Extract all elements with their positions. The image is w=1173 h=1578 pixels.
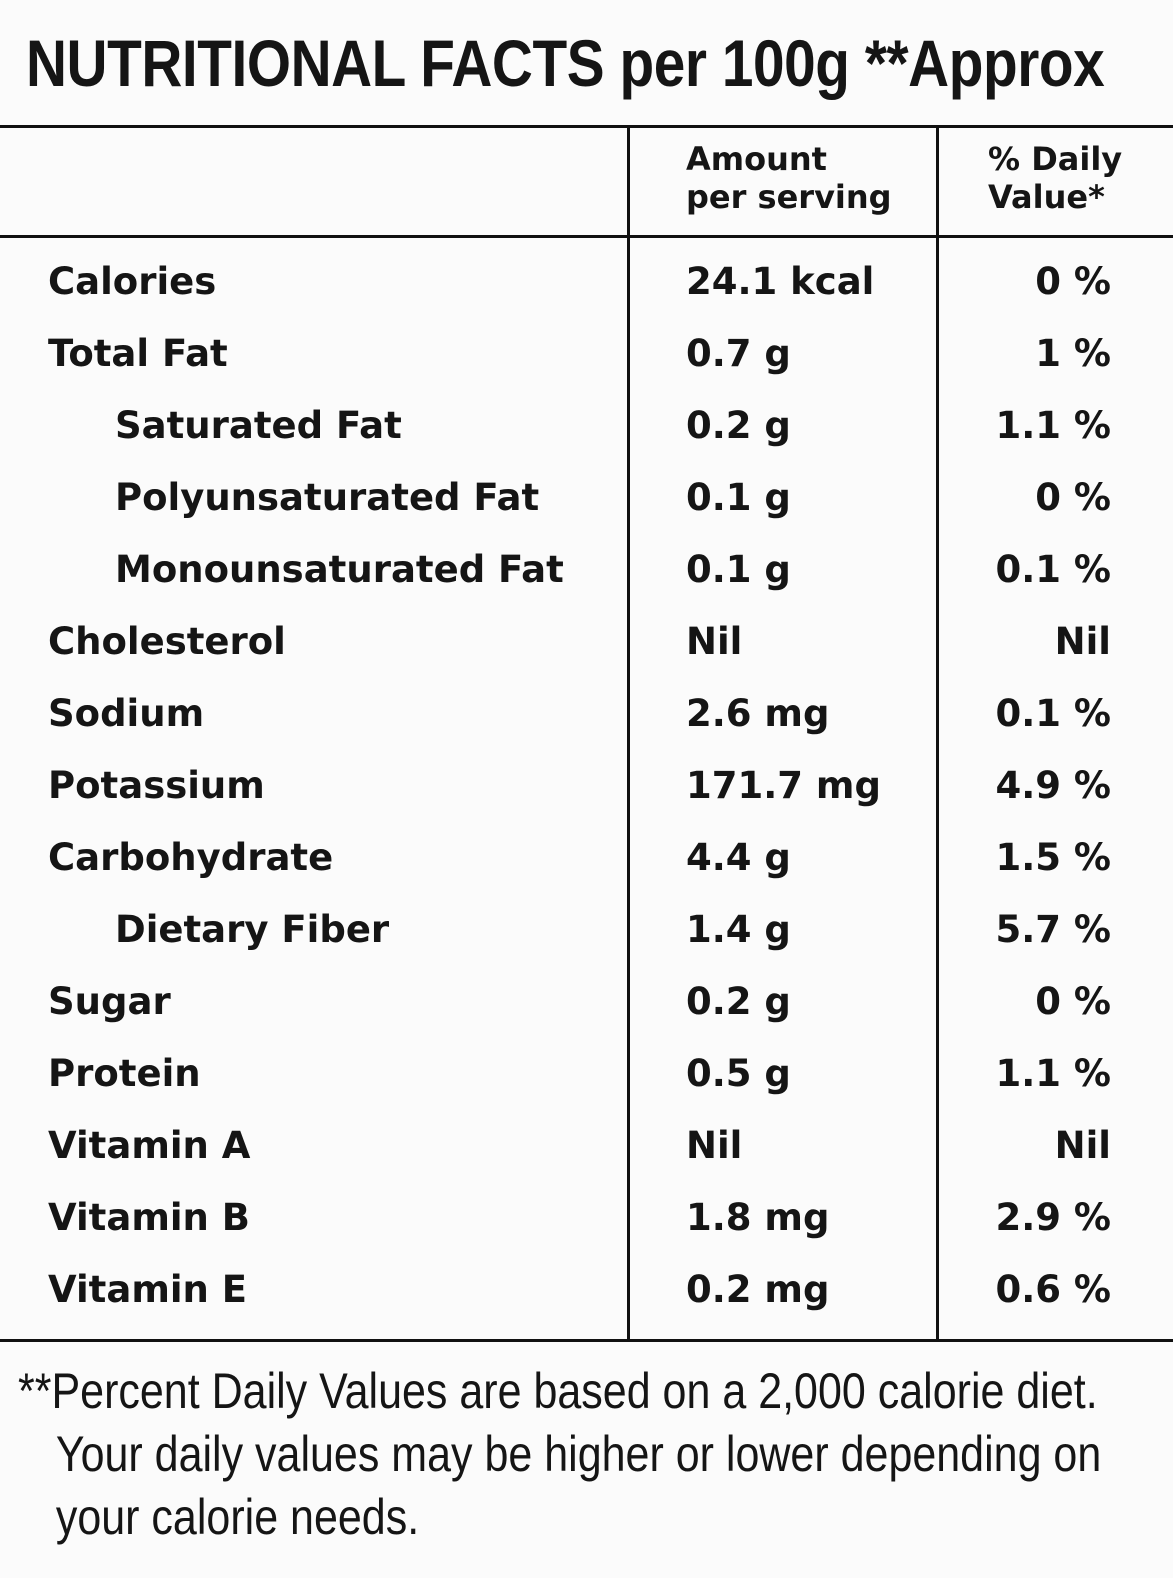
nutrient-name: Calories bbox=[48, 260, 217, 303]
nutrient-daily-value: 0 % bbox=[1035, 260, 1111, 303]
dv-header-line1: % Daily bbox=[988, 140, 1123, 178]
column-divider-2 bbox=[936, 125, 939, 1341]
table-row: Saturated Fat 0.2 g 1.1 % bbox=[0, 390, 1173, 462]
nutrient-amount: Nil bbox=[686, 1124, 743, 1167]
nutrient-name: Sodium bbox=[48, 692, 205, 735]
nutrient-daily-value: 1.5 % bbox=[995, 836, 1112, 879]
column-divider-1 bbox=[627, 125, 630, 1341]
nutrient-daily-value: 0.1 % bbox=[995, 548, 1112, 591]
header-divider bbox=[0, 235, 1173, 238]
nutrient-amount: 171.7 mg bbox=[686, 764, 881, 807]
nutrient-amount: 4.4 g bbox=[686, 836, 791, 879]
amount-header-line2: per serving bbox=[686, 178, 892, 216]
nutrient-amount: 0.7 g bbox=[686, 332, 791, 375]
nutrient-daily-value: Nil bbox=[1054, 1124, 1111, 1167]
nutrient-daily-value: 0 % bbox=[1035, 476, 1111, 519]
table-row: Vitamin B 1.8 mg 2.9 % bbox=[0, 1182, 1173, 1254]
nutrient-amount: 0.2 g bbox=[686, 980, 791, 1023]
nutrient-name: Total Fat bbox=[48, 332, 228, 375]
table-row: Sugar 0.2 g 0 % bbox=[0, 966, 1173, 1038]
footnote: **Percent Daily Values are based on a 2,… bbox=[18, 1360, 1102, 1549]
nutrient-name: Vitamin E bbox=[48, 1268, 248, 1311]
footnote-line-3: your calorie needs. bbox=[55, 1489, 420, 1545]
table-row: Total Fat 0.7 g 1 % bbox=[0, 318, 1173, 390]
table-row: Potassium 171.7 mg 4.9 % bbox=[0, 750, 1173, 822]
nutrient-daily-value: 1.1 % bbox=[995, 404, 1112, 447]
nutrient-amount: 0.1 g bbox=[686, 548, 791, 591]
nutrient-daily-value: 1 % bbox=[1035, 332, 1111, 375]
table-row: Vitamin A Nil Nil bbox=[0, 1110, 1173, 1182]
table-row: Polyunsaturated Fat 0.1 g 0 % bbox=[0, 462, 1173, 534]
nutrient-amount: 24.1 kcal bbox=[686, 260, 875, 303]
nutrient-amount: 0.1 g bbox=[686, 476, 791, 519]
amount-column-header: Amount per serving bbox=[686, 140, 892, 216]
nutrient-name: Cholesterol bbox=[48, 620, 286, 663]
nutrient-daily-value: Nil bbox=[1054, 620, 1111, 663]
table-row: Vitamin E 0.2 mg 0.6 % bbox=[0, 1254, 1173, 1326]
nutrient-amount: Nil bbox=[686, 620, 743, 663]
nutrient-daily-value: 2.9 % bbox=[995, 1196, 1112, 1239]
nutrient-daily-value: 0 % bbox=[1035, 980, 1111, 1023]
footnote-line-1: **Percent Daily Values are based on a 2,… bbox=[18, 1363, 1098, 1419]
nutrient-amount: 0.2 mg bbox=[686, 1268, 830, 1311]
nutrient-daily-value: 4.9 % bbox=[995, 764, 1112, 807]
title-divider bbox=[0, 125, 1173, 128]
amount-header-line1: Amount bbox=[686, 140, 827, 178]
nutrient-name: Carbohydrate bbox=[48, 836, 334, 879]
daily-value-column-header: % Daily Value* bbox=[988, 140, 1122, 216]
nutrient-name: Dietary Fiber bbox=[115, 908, 390, 951]
nutrient-daily-value: 0.1 % bbox=[995, 692, 1112, 735]
nutrient-daily-value: 1.1 % bbox=[995, 1052, 1112, 1095]
nutrient-name: Monounsaturated Fat bbox=[115, 548, 564, 591]
nutrient-amount: 0.5 g bbox=[686, 1052, 791, 1095]
nutrient-amount: 2.6 mg bbox=[686, 692, 830, 735]
nutrient-name: Vitamin B bbox=[48, 1196, 250, 1239]
nutrient-name: Vitamin A bbox=[48, 1124, 251, 1167]
dv-header-line2: Value* bbox=[988, 178, 1105, 216]
footnote-line-2: Your daily values may be higher or lower… bbox=[55, 1426, 1102, 1482]
table-row: Sodium 2.6 mg 0.1 % bbox=[0, 678, 1173, 750]
nutrient-amount: 1.4 g bbox=[686, 908, 791, 951]
table-row: Protein 0.5 g 1.1 % bbox=[0, 1038, 1173, 1110]
table-row: Cholesterol Nil Nil bbox=[0, 606, 1173, 678]
label-title: NUTRITIONAL FACTS per 100g **Approx bbox=[26, 26, 1105, 100]
nutrient-daily-value: 5.7 % bbox=[995, 908, 1112, 951]
table-row: Dietary Fiber 1.4 g 5.7 % bbox=[0, 894, 1173, 966]
nutrient-daily-value: 0.6 % bbox=[995, 1268, 1112, 1311]
table-row: Carbohydrate 4.4 g 1.5 % bbox=[0, 822, 1173, 894]
nutrient-name: Polyunsaturated Fat bbox=[115, 476, 540, 519]
nutrient-amount: 1.8 mg bbox=[686, 1196, 830, 1239]
nutrient-name: Saturated Fat bbox=[115, 404, 402, 447]
nutrient-name: Sugar bbox=[48, 980, 171, 1023]
table-bottom-divider bbox=[0, 1339, 1173, 1342]
table-row: Calories 24.1 kcal 0 % bbox=[0, 246, 1173, 318]
nutrient-name: Potassium bbox=[48, 764, 265, 807]
table-row: Monounsaturated Fat 0.1 g 0.1 % bbox=[0, 534, 1173, 606]
nutrient-name: Protein bbox=[48, 1052, 201, 1095]
nutrient-amount: 0.2 g bbox=[686, 404, 791, 447]
